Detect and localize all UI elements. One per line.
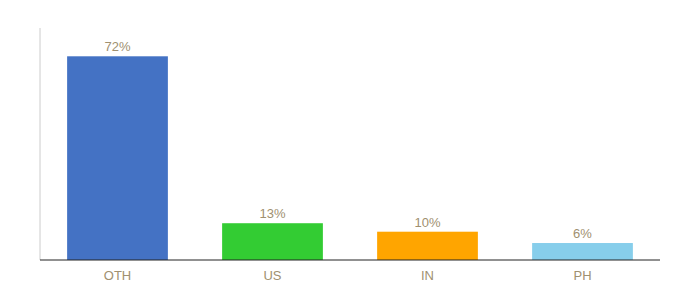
x-tick-label: US bbox=[263, 268, 281, 283]
data-label: 13% bbox=[259, 206, 285, 221]
chart-container: 72% 13% 10% 6% OTH US IN PH bbox=[0, 0, 680, 300]
bar bbox=[532, 243, 633, 260]
data-label: 10% bbox=[414, 215, 440, 230]
bar bbox=[377, 232, 478, 260]
bars bbox=[67, 56, 633, 260]
chart: 72% 13% 10% 6% OTH US IN PH bbox=[0, 0, 680, 300]
bar bbox=[222, 223, 323, 260]
x-tick-label: IN bbox=[421, 268, 434, 283]
data-label: 6% bbox=[573, 226, 592, 241]
x-tick-label: OTH bbox=[104, 268, 131, 283]
x-tick-label: PH bbox=[573, 268, 591, 283]
bar bbox=[67, 56, 168, 260]
y-axis-line bbox=[40, 28, 41, 260]
data-label: 72% bbox=[104, 39, 130, 54]
x-axis-line bbox=[40, 260, 660, 261]
